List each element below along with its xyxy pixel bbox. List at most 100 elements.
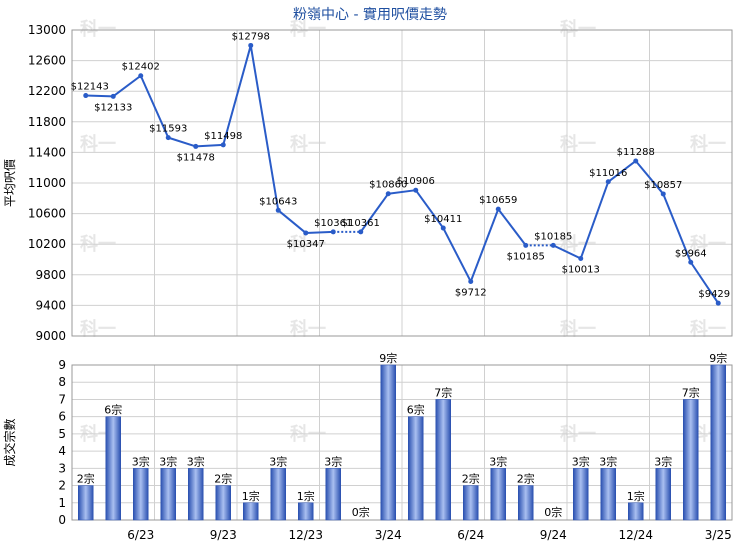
volume-data-label: 9宗 bbox=[709, 351, 727, 365]
bottom-ytick-label: 2 bbox=[58, 479, 66, 493]
bottom-ytick-label: 1 bbox=[58, 496, 66, 510]
price-point bbox=[468, 279, 474, 285]
top-ytick-label: 13000 bbox=[28, 23, 66, 37]
volume-bar bbox=[105, 416, 121, 521]
bottom-plot-frame bbox=[71, 364, 733, 521]
xtick-label: 12/24 bbox=[618, 528, 653, 542]
volume-bar bbox=[628, 502, 644, 521]
volume-data-label: 2宗 bbox=[517, 472, 535, 486]
price-point bbox=[385, 191, 391, 197]
price-line-segment bbox=[662, 193, 692, 263]
volume-data-label: 3宗 bbox=[654, 454, 672, 468]
price-point bbox=[110, 93, 116, 99]
bottom-ytick-label: 5 bbox=[58, 427, 66, 441]
volume-bar bbox=[270, 468, 286, 521]
volume-bar bbox=[188, 468, 204, 521]
watermark-text: 科一 bbox=[560, 133, 596, 155]
price-point bbox=[688, 259, 694, 265]
price-line-segment bbox=[442, 227, 472, 282]
top-ytick-label: 10200 bbox=[28, 237, 66, 251]
top-ytick-label: 9000 bbox=[35, 329, 66, 343]
price-data-label: $10643 bbox=[259, 196, 297, 207]
price-data-label: $12143 bbox=[71, 82, 109, 93]
bottom-ytick-label: 3 bbox=[58, 461, 66, 475]
price-line-segment bbox=[607, 160, 637, 183]
price-line-segment bbox=[85, 94, 114, 98]
page-title: 粉嶺中心 - 實用呎價走勢 bbox=[293, 7, 447, 23]
bottom-ytick-label: 7 bbox=[58, 392, 66, 406]
volume-data-label: 3宗 bbox=[324, 454, 342, 468]
volume-data-label: 3宗 bbox=[159, 454, 177, 468]
bottom-ytick-label: 0 bbox=[58, 513, 66, 527]
top-ytick-label: 9800 bbox=[35, 268, 66, 282]
volume-data-label: 3宗 bbox=[489, 454, 507, 468]
price-point bbox=[138, 73, 144, 79]
price-point bbox=[358, 229, 364, 235]
price-line-segment bbox=[222, 45, 252, 146]
price-point bbox=[303, 230, 309, 236]
price-data-label: $11016 bbox=[589, 168, 627, 179]
price-point bbox=[413, 187, 419, 193]
price-point bbox=[495, 206, 501, 212]
price-data-label: $11288 bbox=[617, 147, 655, 158]
top-ytick-label: 10600 bbox=[28, 207, 66, 221]
price-point bbox=[220, 142, 226, 148]
price-data-label: $12133 bbox=[94, 102, 132, 113]
xtick-label: 6/24 bbox=[457, 528, 484, 542]
price-point bbox=[248, 42, 254, 48]
price-point bbox=[633, 158, 639, 164]
volume-bar bbox=[380, 364, 396, 521]
price-line-segment bbox=[414, 189, 445, 229]
volume-data-label: 1宗 bbox=[242, 489, 260, 503]
volume-bar bbox=[133, 468, 149, 521]
top-ytick-label: 11800 bbox=[28, 115, 66, 129]
watermark-text: 科一 bbox=[80, 18, 116, 40]
price-point bbox=[550, 242, 556, 248]
volume-bar bbox=[298, 502, 314, 521]
top-ytick-label: 9400 bbox=[35, 298, 66, 312]
volume-bar bbox=[78, 485, 94, 521]
price-data-label: $10361 bbox=[314, 218, 352, 229]
price-data-label: $10185 bbox=[507, 251, 545, 262]
volume-data-label: 7宗 bbox=[682, 385, 700, 399]
price-point bbox=[165, 135, 171, 141]
volume-bar bbox=[325, 468, 341, 521]
price-line-segment bbox=[249, 45, 280, 211]
price-point bbox=[523, 242, 529, 248]
volume-bar bbox=[655, 468, 671, 521]
price-data-label: $11593 bbox=[149, 124, 187, 135]
xtick-label: 12/23 bbox=[288, 528, 323, 542]
volume-data-label: 1宗 bbox=[627, 489, 645, 503]
xtick-label: 9/24 bbox=[540, 528, 567, 542]
price-data-label: $11478 bbox=[177, 152, 215, 163]
price-data-label: $10906 bbox=[397, 176, 435, 187]
price-point bbox=[715, 300, 721, 306]
volume-bar bbox=[490, 468, 506, 521]
bottom-ytick-label: 4 bbox=[58, 444, 66, 458]
price-line-segment bbox=[469, 208, 500, 282]
top-ytick-label: 12600 bbox=[28, 54, 66, 68]
price-data-label: $9429 bbox=[698, 289, 730, 300]
xtick-label: 3/24 bbox=[375, 528, 402, 542]
xtick-label: 9/23 bbox=[210, 528, 237, 542]
volume-data-label: 3宗 bbox=[599, 454, 617, 468]
price-data-label: $10361 bbox=[342, 218, 380, 229]
volume-data-label: 0宗 bbox=[544, 505, 562, 519]
price-line-segment bbox=[112, 74, 142, 98]
watermark-text: 科一 bbox=[690, 318, 726, 340]
volume-data-label: 6宗 bbox=[407, 403, 425, 417]
volume-data-label: 3宗 bbox=[132, 454, 150, 468]
watermark-text: 科一 bbox=[80, 318, 116, 340]
volume-data-label: 9宗 bbox=[379, 351, 397, 365]
bottom-ytick-label: 8 bbox=[58, 375, 66, 389]
price-line-segment bbox=[167, 136, 197, 148]
volume-bar bbox=[573, 468, 589, 521]
watermark-text: 科一 bbox=[290, 318, 326, 340]
xtick-label: 3/25 bbox=[705, 528, 732, 542]
volume-data-label: 2宗 bbox=[214, 472, 232, 486]
top-plot-frame bbox=[71, 29, 733, 337]
price-data-label: $9712 bbox=[455, 288, 487, 299]
price-line-segment bbox=[305, 230, 334, 234]
